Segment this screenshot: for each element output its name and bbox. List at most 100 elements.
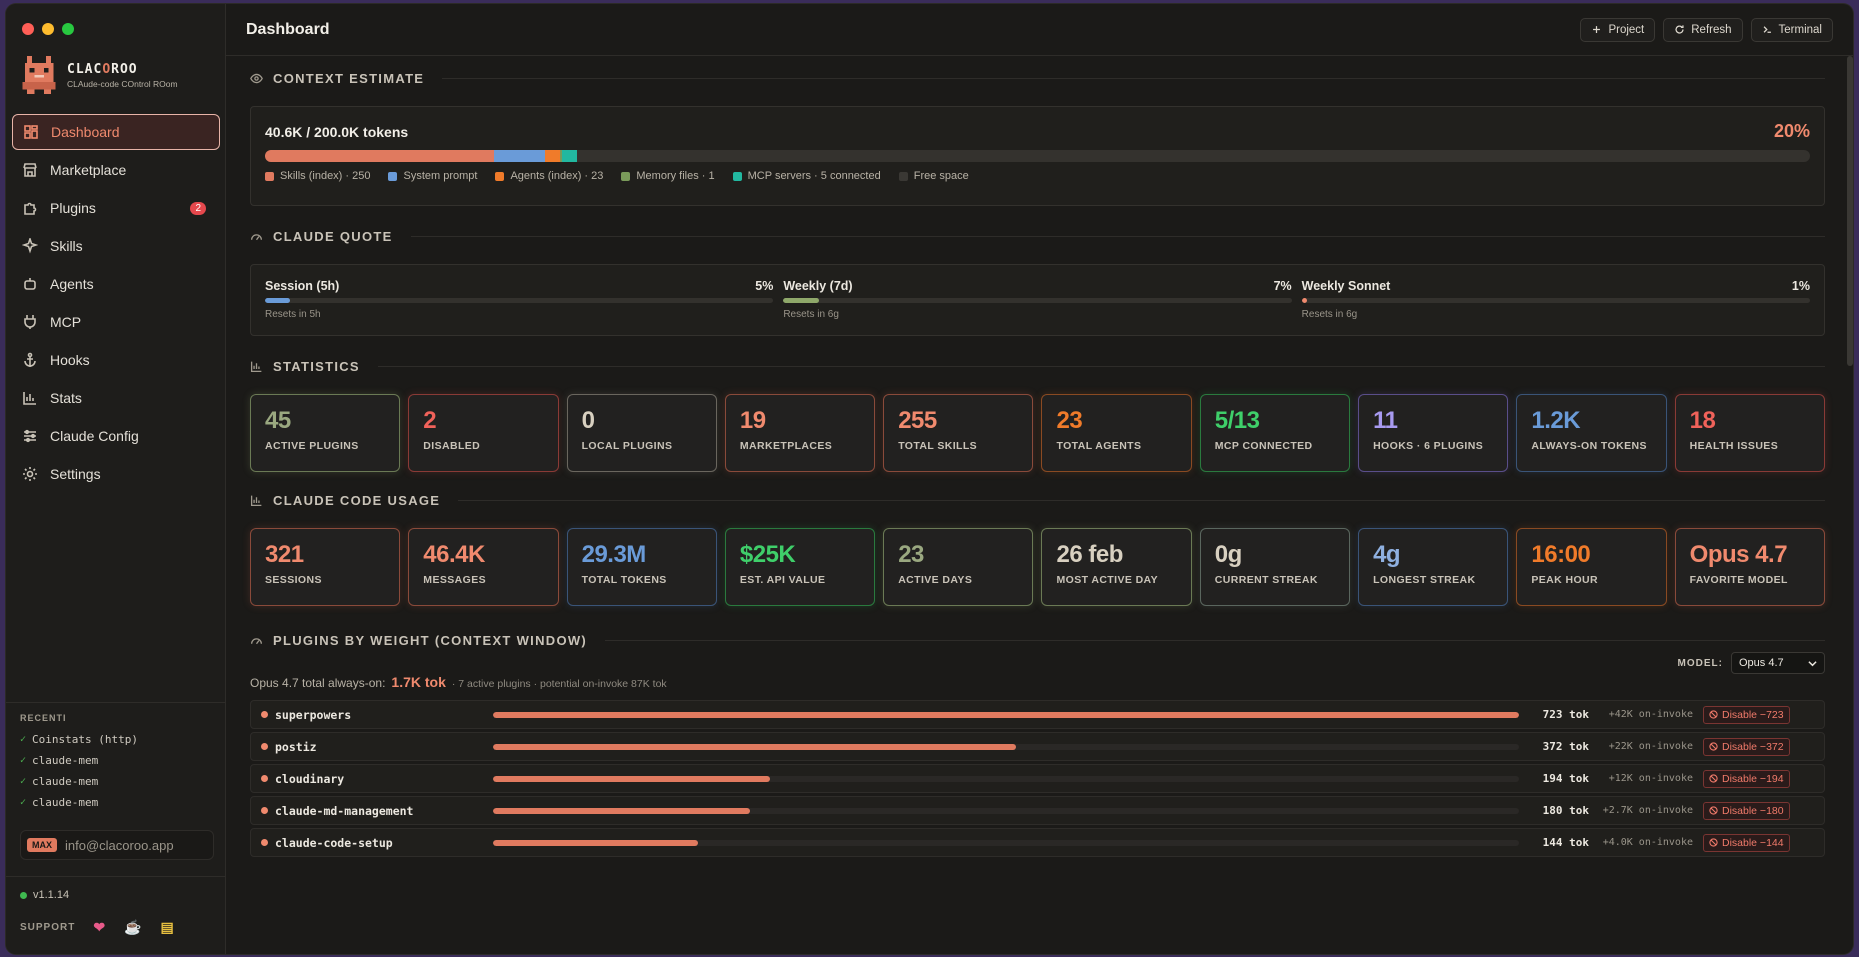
stat-label: HEALTH ISSUES <box>1689 440 1779 452</box>
store-icon <box>23 163 37 177</box>
stat-label: ACTIVE PLUGINS <box>265 440 359 452</box>
disable-plugin-button[interactable]: Disable −194 <box>1703 769 1790 788</box>
sidebar-item-settings[interactable]: Settings <box>12 456 220 492</box>
disable-plugin-button[interactable]: Disable −180 <box>1703 801 1790 820</box>
sidebar-item-claude-config[interactable]: Claude Config <box>12 418 220 454</box>
stat-label: SESSIONS <box>265 574 322 586</box>
stat-card[interactable]: Opus 4.7 FAVORITE MODEL <box>1674 528 1825 606</box>
coffee-icon[interactable]: ☕ <box>124 919 143 935</box>
plugin-tokens: 194 tok <box>1542 772 1589 785</box>
stat-card[interactable]: 0g CURRENT STREAK <box>1199 528 1351 606</box>
disable-plugin-button[interactable]: Disable −372 <box>1703 737 1790 756</box>
stat-card[interactable]: 4g LONGEST STREAK <box>1358 528 1509 606</box>
sidebar-item-label: Stats <box>50 390 82 406</box>
sidebar-item-plugins[interactable]: Plugins 2 <box>12 190 220 226</box>
legend-swatch <box>621 171 631 181</box>
stat-value: Opus 4.7 <box>1689 541 1788 568</box>
sidebar-item-stats[interactable]: Stats <box>12 380 220 416</box>
quota-bar-fill <box>265 298 291 303</box>
context-section-title: CONTEXT ESTIMATE <box>250 58 1825 98</box>
eye-icon <box>250 73 263 83</box>
always-on-note: · 7 active plugins · potential on-invoke… <box>451 678 667 690</box>
sidebar-item-label: Settings <box>50 466 101 482</box>
plugins-section-title: PLUGINS BY WEIGHT (CONTEXT WINDOW) <box>250 620 1825 660</box>
stat-card[interactable]: 16:00 PEAK HOUR <box>1516 528 1667 606</box>
sidebar: CLACOROO CLAude-code COntrol ROom Dashbo… <box>6 4 226 954</box>
plugin-status-dot <box>261 743 268 750</box>
stat-card[interactable]: 5/13 MCP CONNECTED <box>1199 394 1351 472</box>
recent-item[interactable]: ✓ claude-mem <box>20 775 99 788</box>
version-row: v1.1.14 <box>6 876 226 901</box>
sidebar-item-skills[interactable]: Skills <box>12 228 220 264</box>
stat-card[interactable]: 46.4K MESSAGES <box>408 528 559 606</box>
sidebar-item-hooks[interactable]: Hooks <box>12 342 220 378</box>
plugin-weight-bar <box>493 711 1519 718</box>
stat-card[interactable]: 1.2K ALWAYS-ON TOKENS <box>1516 394 1667 472</box>
recent-item[interactable]: ✓ claude-mem <box>20 754 99 767</box>
project-button[interactable]: Project <box>1580 17 1656 42</box>
app-window: CLACOROO CLAude-code COntrol ROom Dashbo… <box>6 4 1853 954</box>
sidebar-item-dashboard[interactable]: Dashboard <box>12 114 220 150</box>
plugin-weight-fill <box>493 743 1017 750</box>
bot-icon <box>24 278 36 290</box>
account-box[interactable]: MAX info@clacoroo.app <box>20 830 214 860</box>
refresh-button[interactable]: Refresh <box>1663 17 1743 42</box>
stat-value: 23 <box>1056 407 1083 434</box>
legend-swatch <box>388 171 398 181</box>
close-window-button[interactable] <box>22 23 34 35</box>
stat-card[interactable]: 19 MARKETPLACES <box>724 394 876 472</box>
page-title: Dashboard <box>246 20 330 38</box>
model-dropdown[interactable]: Opus 4.7 <box>1731 652 1825 674</box>
plugin-weight-row: superpowers 723 tok +42K on-invoke Disable … <box>250 700 1825 729</box>
stat-card[interactable]: 11 HOOKS · 6 PLUGINS <box>1358 394 1509 472</box>
plugin-weight-list: superpowers 723 tok +42K on-invoke Disable … <box>250 700 1825 857</box>
stat-card[interactable]: $25K EST. API VALUE <box>724 528 876 606</box>
stat-card[interactable]: 18 HEALTH ISSUES <box>1674 394 1825 472</box>
plugin-weight-fill <box>493 807 750 814</box>
stat-card[interactable]: 0 LOCAL PLUGINS <box>566 394 717 472</box>
plugins-count-badge: 2 <box>190 201 206 215</box>
plugin-weight-fill <box>493 839 699 846</box>
always-on-summary: Opus 4.7 total always-on: 1.7K tok · 7 a… <box>250 674 1825 690</box>
disable-plugin-button[interactable]: Disable −144 <box>1703 833 1790 852</box>
stat-label: FAVORITE MODEL <box>1689 574 1788 586</box>
stat-label: MARKETPLACES <box>739 440 833 452</box>
zoom-window-button[interactable] <box>62 23 74 35</box>
stat-card[interactable]: 29.3M TOTAL TOKENS <box>566 528 717 606</box>
stat-value: 29.3M <box>581 541 647 568</box>
recent-item[interactable]: ✓ claude-mem <box>20 796 99 809</box>
stat-card[interactable]: 255 TOTAL SKILLS <box>883 394 1034 472</box>
recent-item[interactable]: ✓ Coinstats (http) <box>20 733 138 746</box>
context-legend-item: Free space <box>898 170 969 182</box>
context-panel: 40.6K / 200.0K tokens 20% Skills (index)… <box>250 106 1825 206</box>
stat-card[interactable]: 26 feb MOST ACTIVE DAY <box>1041 528 1192 606</box>
stat-card[interactable]: 2 DISABLED <box>408 394 559 472</box>
terminal-button[interactable]: Terminal <box>1750 17 1833 42</box>
heart-icon[interactable]: ❤ <box>93 919 107 935</box>
stat-card[interactable]: 23 TOTAL AGENTS <box>1041 394 1192 472</box>
plugin-weight-row: cloudinary 194 tok +12K on-invoke Disable −… <box>250 764 1825 793</box>
sidebar-item-agents[interactable]: Agents <box>12 266 220 302</box>
stat-label: MESSAGES <box>423 574 487 586</box>
quota-percent: 1% <box>1791 279 1810 293</box>
sidebar-item-marketplace[interactable]: Marketplace <box>12 152 220 188</box>
card-icon[interactable]: ▤ <box>160 919 175 935</box>
disable-plugin-button[interactable]: Disable −723 <box>1703 705 1790 724</box>
stat-label: MOST ACTIVE DAY <box>1056 574 1158 586</box>
context-bar <box>265 150 1810 162</box>
topbar: Dashboard Project Refresh Terminal <box>226 4 1853 56</box>
sidebar-item-mcp[interactable]: MCP <box>12 304 220 340</box>
stat-card[interactable]: 23 ACTIVE DAYS <box>883 528 1034 606</box>
stat-value: $25K <box>739 541 796 568</box>
model-select: MODEL: Opus 4.7 <box>1678 652 1825 674</box>
stat-value: 26 feb <box>1056 541 1123 568</box>
stat-card[interactable]: 45 ACTIVE PLUGINS <box>250 394 401 472</box>
context-legend-item: Skills (index) · 250 <box>265 170 370 182</box>
minimize-window-button[interactable] <box>42 23 54 35</box>
plugin-on-invoke: +2.7K on-invoke <box>1602 805 1693 816</box>
plugin-name: claude-md-management <box>275 803 414 818</box>
scrollbar[interactable] <box>1847 56 1853 366</box>
plan-badge: MAX <box>27 838 57 852</box>
stat-value: 11 <box>1373 407 1398 434</box>
stat-card[interactable]: 321 SESSIONS <box>250 528 401 606</box>
